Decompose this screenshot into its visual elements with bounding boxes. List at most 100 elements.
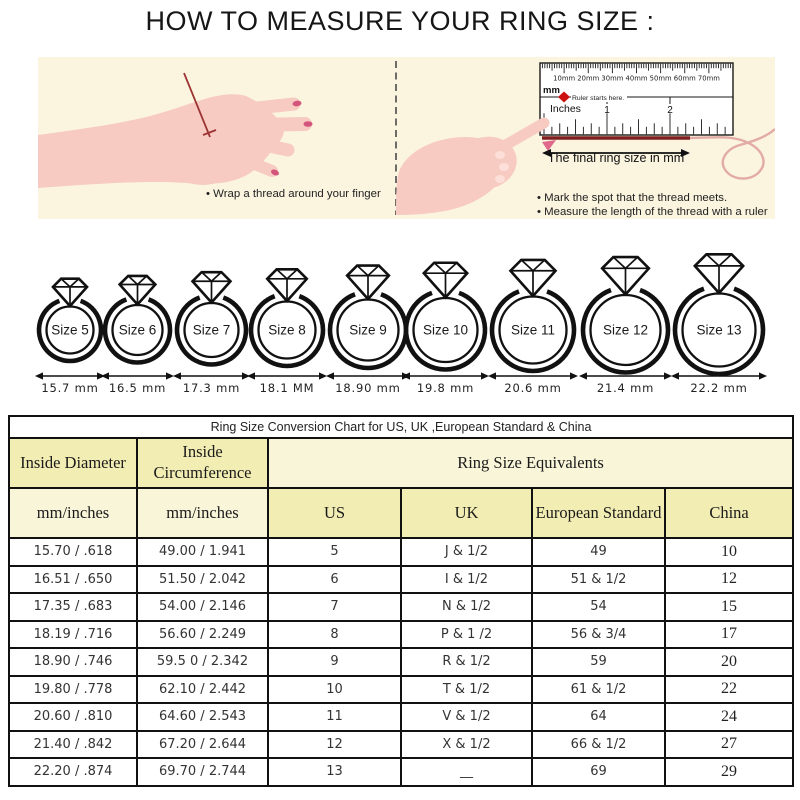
arrow-left-head-icon bbox=[35, 372, 43, 380]
cell-row1-col2: 49.00 / 1.941 bbox=[136, 537, 269, 567]
arrow-left-head-icon bbox=[100, 372, 109, 380]
ruler-illustration: 10mm 20mm 30mm 40mm 50mm 60mm 70mm mm Ruler st… bbox=[539, 62, 734, 136]
arrow-right-head-icon bbox=[570, 372, 578, 380]
diamond-icon bbox=[508, 258, 558, 298]
cell-row2-col1: 16.51 / .650 bbox=[8, 564, 138, 594]
cell-row3-col6: 15 bbox=[663, 592, 795, 622]
arrow-right-head-icon bbox=[681, 149, 690, 157]
cell-row7-col2: 64.60 / 2.543 bbox=[136, 702, 269, 732]
cell-row1-col3: 5 bbox=[267, 537, 402, 567]
ruler-mm-unit-label: mm bbox=[543, 85, 560, 96]
knuckle-highlight bbox=[499, 163, 509, 171]
ring-size-7: Size 7 17.3 mm bbox=[172, 270, 250, 395]
cell-row1-col6: 10 bbox=[663, 537, 795, 567]
header-us: US bbox=[267, 487, 402, 539]
ring-size-label: Size 12 bbox=[602, 323, 647, 338]
ring-diameter-label: 20.6 mm bbox=[504, 381, 561, 395]
ruler-mm-ticks bbox=[541, 63, 732, 74]
ring-outer-band bbox=[327, 292, 409, 371]
cell-row3-col1: 17.35 / .683 bbox=[8, 592, 138, 622]
cell-row5-col5: 59 bbox=[531, 647, 666, 677]
table-caption-row: Ring Size Conversion Chart for US, UK ,E… bbox=[7, 415, 795, 439]
diamond-icon bbox=[693, 252, 745, 295]
table-row: 18.19 / .716 56.60 / 2.249 8 P & 1 /2 56 & 3… bbox=[8, 619, 795, 649]
diamond-icon bbox=[421, 261, 469, 300]
cell-row4-col6: 17 bbox=[663, 619, 795, 649]
ring-outer-band bbox=[580, 287, 670, 375]
arrow-left-head-icon bbox=[172, 372, 181, 380]
ring-diameter-label: 19.8 mm bbox=[416, 381, 473, 395]
cell-row8-col4: X & 1/2 bbox=[400, 729, 533, 759]
measured-thread bbox=[542, 128, 775, 180]
cell-row9-col1: 22.20 / .874 bbox=[8, 757, 138, 787]
arrow-left-head-icon bbox=[247, 372, 255, 380]
fingernail bbox=[292, 100, 302, 107]
ring-outer-band bbox=[403, 290, 487, 372]
cell-row4-col4: P & 1 /2 bbox=[400, 619, 533, 649]
knuckle-highlight bbox=[495, 175, 505, 183]
ring-outer-band bbox=[672, 286, 766, 377]
header-european-standard: European Standard bbox=[531, 487, 666, 539]
ring-size-label: Size 8 bbox=[268, 323, 306, 338]
arrow-left-head-icon bbox=[326, 372, 334, 380]
cell-row7-col5: 64 bbox=[531, 702, 666, 732]
cell-row7-col4: V & 1/2 bbox=[400, 702, 533, 732]
ring-diameter-label: 18.1 MM bbox=[260, 381, 315, 395]
cell-row8-col2: 67.20 / 2.644 bbox=[136, 729, 269, 759]
cell-row1-col5: 49 bbox=[531, 537, 666, 567]
hand-with-thread-illustration bbox=[38, 72, 313, 188]
ring-size-9: Size 9 18.90 mm bbox=[326, 264, 410, 395]
ring-size-label: Size 9 bbox=[349, 323, 387, 338]
arrow-right-head-icon bbox=[663, 372, 672, 380]
table-row: 21.40 / .842 67.20 / 2.644 12 X & 1/2 66 & 1… bbox=[8, 729, 795, 759]
header-inside-circumference: Inside Circumference bbox=[136, 437, 269, 489]
cell-row5-col6: 20 bbox=[663, 647, 795, 677]
ruler-starts-here-label: Ruler starts here. bbox=[572, 95, 624, 102]
ruler-inch-ticks bbox=[543, 113, 734, 135]
cell-row9-col3: 13 bbox=[267, 757, 402, 787]
arrow-right-head-icon bbox=[241, 372, 250, 380]
cell-row6-col4: T & 1/2 bbox=[400, 674, 533, 704]
diamond-icon bbox=[190, 270, 232, 305]
ring-size-11: Size 11 20.6 mm bbox=[488, 258, 578, 395]
inch-number-1: 1 bbox=[604, 105, 610, 116]
step-measure-length-caption: • Measure the length of the thread with … bbox=[537, 206, 768, 218]
ring-diameter-label: 18.90 mm bbox=[335, 381, 400, 395]
cell-row3-col5: 54 bbox=[531, 592, 666, 622]
ruler-label-30mm: 30mm bbox=[601, 75, 623, 83]
cell-row4-col2: 56.60 / 2.249 bbox=[136, 619, 269, 649]
instruction-panels-illustration: 10mm 20mm 30mm 40mm 50mm 60mm 70mm mm Ruler st… bbox=[38, 57, 775, 219]
ruler-label-50mm: 50mm bbox=[650, 75, 672, 83]
arrow-left-head-icon bbox=[578, 372, 587, 380]
ring-size-label: Size 5 bbox=[51, 323, 89, 338]
table-row: 22.20 / .874 69.70 / 2.744 13 __ 69 29 bbox=[8, 757, 795, 787]
diamond-icon bbox=[599, 255, 651, 297]
ruler-label-20mm: 20mm bbox=[577, 75, 599, 83]
cell-row6-col2: 62.10 / 2.442 bbox=[136, 674, 269, 704]
cell-row3-col4: N & 1/2 bbox=[400, 592, 533, 622]
table-row: 15.70 / .618 49.00 / 1.941 5 J & 1/2 49 10 bbox=[8, 537, 795, 567]
ring-size-5: Size 5 15.7 mm bbox=[35, 277, 105, 395]
cell-row8-col1: 21.40 / .842 bbox=[8, 729, 138, 759]
cell-row5-col3: 9 bbox=[267, 647, 402, 677]
table-row: 20.60 / .810 64.60 / 2.543 11 V & 1/2 64 24 bbox=[8, 702, 795, 732]
ruler-label-40mm: 40mm bbox=[626, 75, 648, 83]
cell-row2-col4: I & 1/2 bbox=[400, 564, 533, 594]
ring-diameter-label: 15.7 mm bbox=[41, 381, 98, 395]
ring-size-8: Size 8 18.1 MM bbox=[247, 268, 327, 395]
ring-diameter-label: 17.3 mm bbox=[182, 381, 239, 395]
cell-row3-col3: 7 bbox=[267, 592, 402, 622]
table-caption: Ring Size Conversion Chart for US, UK ,E… bbox=[7, 415, 795, 439]
cell-row4-col1: 18.19 / .716 bbox=[8, 619, 138, 649]
cell-row6-col3: 10 bbox=[267, 674, 402, 704]
table-group-header-row: Inside Diameter Inside Circumference Ring … bbox=[8, 437, 795, 489]
table-row: 17.35 / .683 54.00 / 2.146 7 N & 1/2 54 15 bbox=[8, 592, 795, 622]
cell-row9-col2: 69.70 / 2.744 bbox=[136, 757, 269, 787]
ring-size-label: Size 7 bbox=[192, 323, 230, 338]
header-diameter-mm-inches: mm/inches bbox=[8, 487, 138, 539]
cell-row2-col5: 51 & 1/2 bbox=[531, 564, 666, 594]
ring-size-6: Size 6 16.5 mm bbox=[100, 274, 174, 395]
cell-row5-col1: 18.90 / .746 bbox=[8, 647, 138, 677]
